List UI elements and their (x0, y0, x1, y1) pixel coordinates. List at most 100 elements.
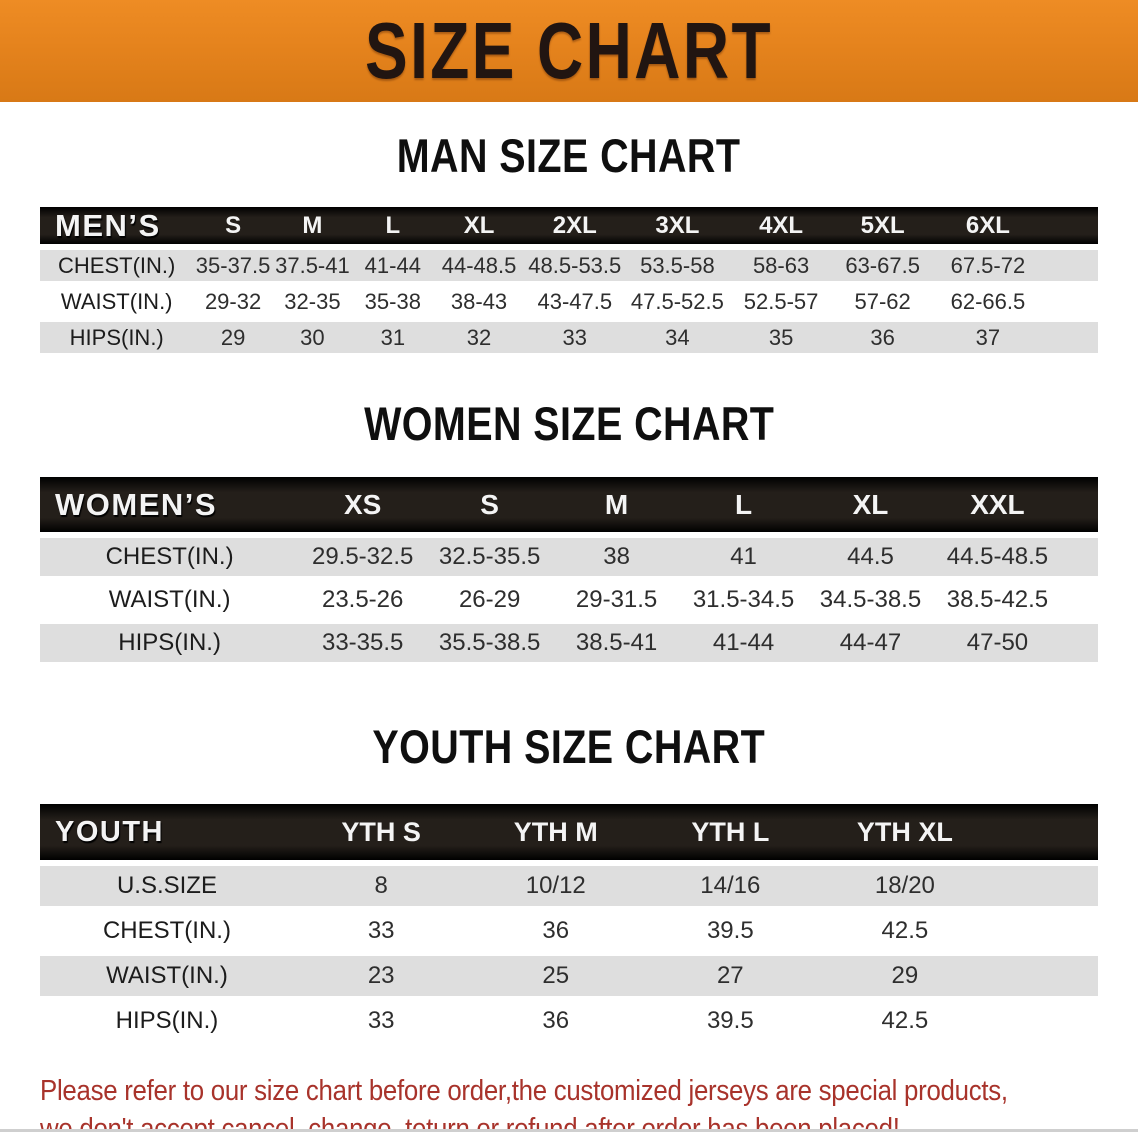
spacer-cell (992, 1001, 1098, 1046)
measurement-value: 35 (729, 322, 833, 358)
measurement-value: 31 (352, 322, 434, 358)
size-table-header-row: MEN’S S M L XL 2XL 3XL 4XL 5XL 6XL (40, 207, 1098, 250)
measurement-value: 33-35.5 (299, 624, 427, 667)
measurement-value: 10/12 (468, 866, 644, 911)
measurement-value: 42.5 (817, 911, 993, 956)
measurement-value: 32-35 (272, 286, 353, 322)
size-column-header: YTH L (643, 804, 818, 866)
measurement-label: HIPS(IN.) (40, 624, 300, 667)
spacer-cell (1060, 581, 1098, 624)
measurement-value: 32 (433, 322, 525, 358)
measurement-value: 29.5-32.5 (299, 538, 427, 581)
measurement-value: 38-43 (433, 286, 525, 322)
measurement-value: 48.5-53.5 (524, 250, 626, 286)
measurement-value: 58-63 (729, 250, 833, 286)
spacer-cell (1060, 624, 1098, 667)
size-column-header: 3XL (625, 207, 730, 250)
women-section-heading: WOMEN SIZE CHART (0, 396, 1138, 451)
size-column-header: XL (433, 207, 525, 250)
size-column-header: YTH S (293, 804, 469, 866)
size-column-header: XS (299, 477, 427, 538)
size-column-header: S (193, 207, 273, 250)
size-table-header-row: YOUTH YTH S YTH M YTH L YTH XL (40, 804, 1098, 866)
size-column-header: L (352, 207, 434, 250)
measurement-label: HIPS(IN.) (40, 1001, 294, 1046)
measurement-value: 41-44 (352, 250, 434, 286)
measurement-value: 32.5-35.5 (426, 538, 554, 581)
man-section-heading: MAN SIZE CHART (0, 128, 1138, 183)
measurement-value: 43-47.5 (524, 286, 626, 322)
measurement-value: 29-32 (193, 286, 273, 322)
measurement-value: 23 (293, 956, 469, 1001)
measurement-value: 52.5-57 (729, 286, 833, 322)
youth-size-table: YOUTH YTH S YTH M YTH L YTH XL U.S.SIZE 8 10/12… (40, 804, 1098, 1046)
disclaimer-line-2: we don't accept cancel, change, teturn o… (40, 1113, 900, 1132)
measurement-row: HIPS(IN.) 33 36 39.5 42.5 (40, 1001, 1098, 1046)
size-column-header: XXL (933, 477, 1061, 538)
spacer-cell (1060, 538, 1098, 581)
measurement-label: CHEST(IN.) (40, 911, 294, 956)
measurement-value: 44.5-48.5 (933, 538, 1061, 581)
measurement-label: WAIST(IN.) (40, 581, 300, 624)
measurement-value: 34 (625, 322, 730, 358)
spacer-cell (992, 956, 1098, 1001)
spacer-cell (1042, 250, 1098, 286)
measurement-value: 47.5-52.5 (625, 286, 730, 322)
measurement-row: WAIST(IN.) 23.5-26 26-29 29-31.5 31.5-34.5 34… (40, 581, 1098, 624)
measurement-value: 44-48.5 (433, 250, 525, 286)
measurement-row: HIPS(IN.) 29 30 31 32 33 34 35 36 37 (40, 322, 1098, 358)
spacer-cell (1060, 477, 1098, 538)
order-disclaimer-note: Please refer to our size chart before or… (40, 1072, 1138, 1132)
spacer-cell (1042, 207, 1098, 250)
measurement-value: 8 (293, 866, 469, 911)
measurement-row: U.S.SIZE 8 10/12 14/16 18/20 (40, 866, 1098, 911)
measurement-value: 29 (193, 322, 273, 358)
spacer-cell (992, 804, 1098, 866)
size-column-header: YTH M (468, 804, 644, 866)
measurement-value: 42.5 (817, 1001, 993, 1046)
measurement-value: 23.5-26 (299, 581, 427, 624)
measurement-value: 36 (468, 911, 644, 956)
section-heading-text: WOMEN SIZE CHART (363, 397, 775, 450)
measurement-value: 34.5-38.5 (807, 581, 934, 624)
measurement-value: 38.5-42.5 (933, 581, 1061, 624)
measurement-label: WAIST(IN.) (40, 956, 294, 1001)
measurement-value: 14/16 (643, 866, 818, 911)
measurement-row: WAIST(IN.) 23 25 27 29 (40, 956, 1098, 1001)
size-column-header: S (426, 477, 554, 538)
women-size-table: WOMEN’S XS S M L XL XXL CHEST(IN.) 29.5-32.5 32.5… (40, 477, 1098, 667)
size-column-header: 4XL (729, 207, 833, 250)
measurement-value: 29-31.5 (553, 581, 681, 624)
section-heading-text: MAN SIZE CHART (397, 129, 741, 182)
measurement-value: 18/20 (817, 866, 993, 911)
measurement-value: 39.5 (643, 911, 818, 956)
size-column-header: M (272, 207, 353, 250)
spacer-cell (1042, 322, 1098, 358)
measurement-value: 35.5-38.5 (426, 624, 554, 667)
measurement-label: HIPS(IN.) (40, 322, 194, 358)
spacer-cell (992, 866, 1098, 911)
measurement-label: CHEST(IN.) (40, 538, 300, 581)
size-column-header: XL (807, 477, 934, 538)
section-heading-text: YOUTH SIZE CHART (372, 720, 766, 773)
measurement-value: 41-44 (680, 624, 808, 667)
measurement-value: 33 (293, 1001, 469, 1046)
measurement-value: 67.5-72 (932, 250, 1043, 286)
measurement-row: CHEST(IN.) 35-37.5 37.5-41 41-44 44-48.5 48.5… (40, 250, 1098, 286)
measurement-value: 29 (817, 956, 993, 1001)
size-table-header-row: WOMEN’S XS S M L XL XXL (40, 477, 1098, 538)
measurement-label: WAIST(IN.) (40, 286, 194, 322)
measurement-value: 33 (524, 322, 626, 358)
measurement-value: 62-66.5 (932, 286, 1043, 322)
measurement-value: 38.5-41 (553, 624, 681, 667)
spacer-cell (992, 911, 1098, 956)
measurement-value: 35-37.5 (193, 250, 273, 286)
measurement-row: WAIST(IN.) 29-32 32-35 35-38 38-43 43-47.5 47.… (40, 286, 1098, 322)
measurement-label: U.S.SIZE (40, 866, 294, 911)
image-bottom-edge (0, 1129, 1138, 1132)
measurement-value: 37 (932, 322, 1043, 358)
measurement-value: 47-50 (933, 624, 1061, 667)
measurement-value: 57-62 (832, 286, 933, 322)
size-column-header: M (553, 477, 681, 538)
measurement-value: 27 (643, 956, 818, 1001)
